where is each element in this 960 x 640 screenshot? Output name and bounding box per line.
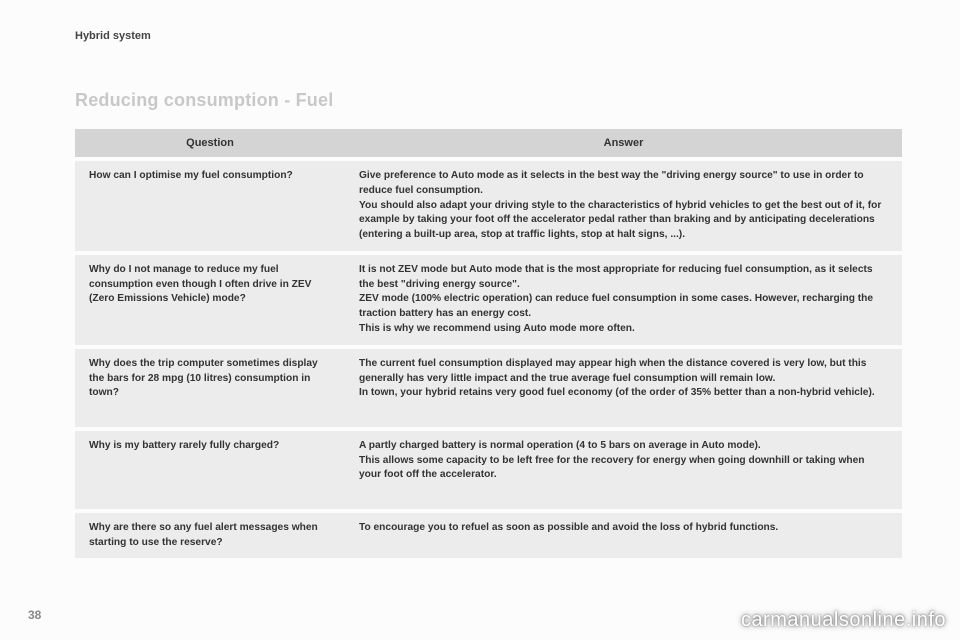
- col-question: Question: [75, 129, 345, 157]
- table-row: How can I optimise my fuel consumption? …: [75, 161, 902, 251]
- answer-cell: It is not ZEV mode but Auto mode that is…: [345, 255, 902, 345]
- table-row: Why does the trip computer sometimes dis…: [75, 349, 902, 427]
- watermark: carmanualsonline.info: [741, 609, 946, 632]
- section-header: Hybrid system: [75, 30, 902, 42]
- question-cell: Why is my battery rarely fully charged?: [75, 431, 345, 509]
- table-row: Why are there so any fuel alert messages…: [75, 513, 902, 559]
- col-answer: Answer: [345, 129, 902, 157]
- question-cell: Why are there so any fuel alert messages…: [75, 513, 345, 559]
- page-number: 38: [28, 608, 41, 622]
- question-cell: Why do I not manage to reduce my fuel co…: [75, 255, 345, 345]
- question-cell: Why does the trip computer sometimes dis…: [75, 349, 345, 427]
- qa-table: Question Answer How can I optimise my fu…: [75, 125, 902, 562]
- answer-cell: Give preference to Auto mode as it selec…: [345, 161, 902, 251]
- table-row: Why is my battery rarely fully charged? …: [75, 431, 902, 509]
- answer-cell: A partly charged battery is normal opera…: [345, 431, 902, 509]
- page-title: Reducing consumption - Fuel: [75, 90, 902, 111]
- answer-cell: The current fuel consumption displayed m…: [345, 349, 902, 427]
- table-row: Why do I not manage to reduce my fuel co…: [75, 255, 902, 345]
- question-cell: How can I optimise my fuel consumption?: [75, 161, 345, 251]
- answer-cell: To encourage you to refuel as soon as po…: [345, 513, 902, 559]
